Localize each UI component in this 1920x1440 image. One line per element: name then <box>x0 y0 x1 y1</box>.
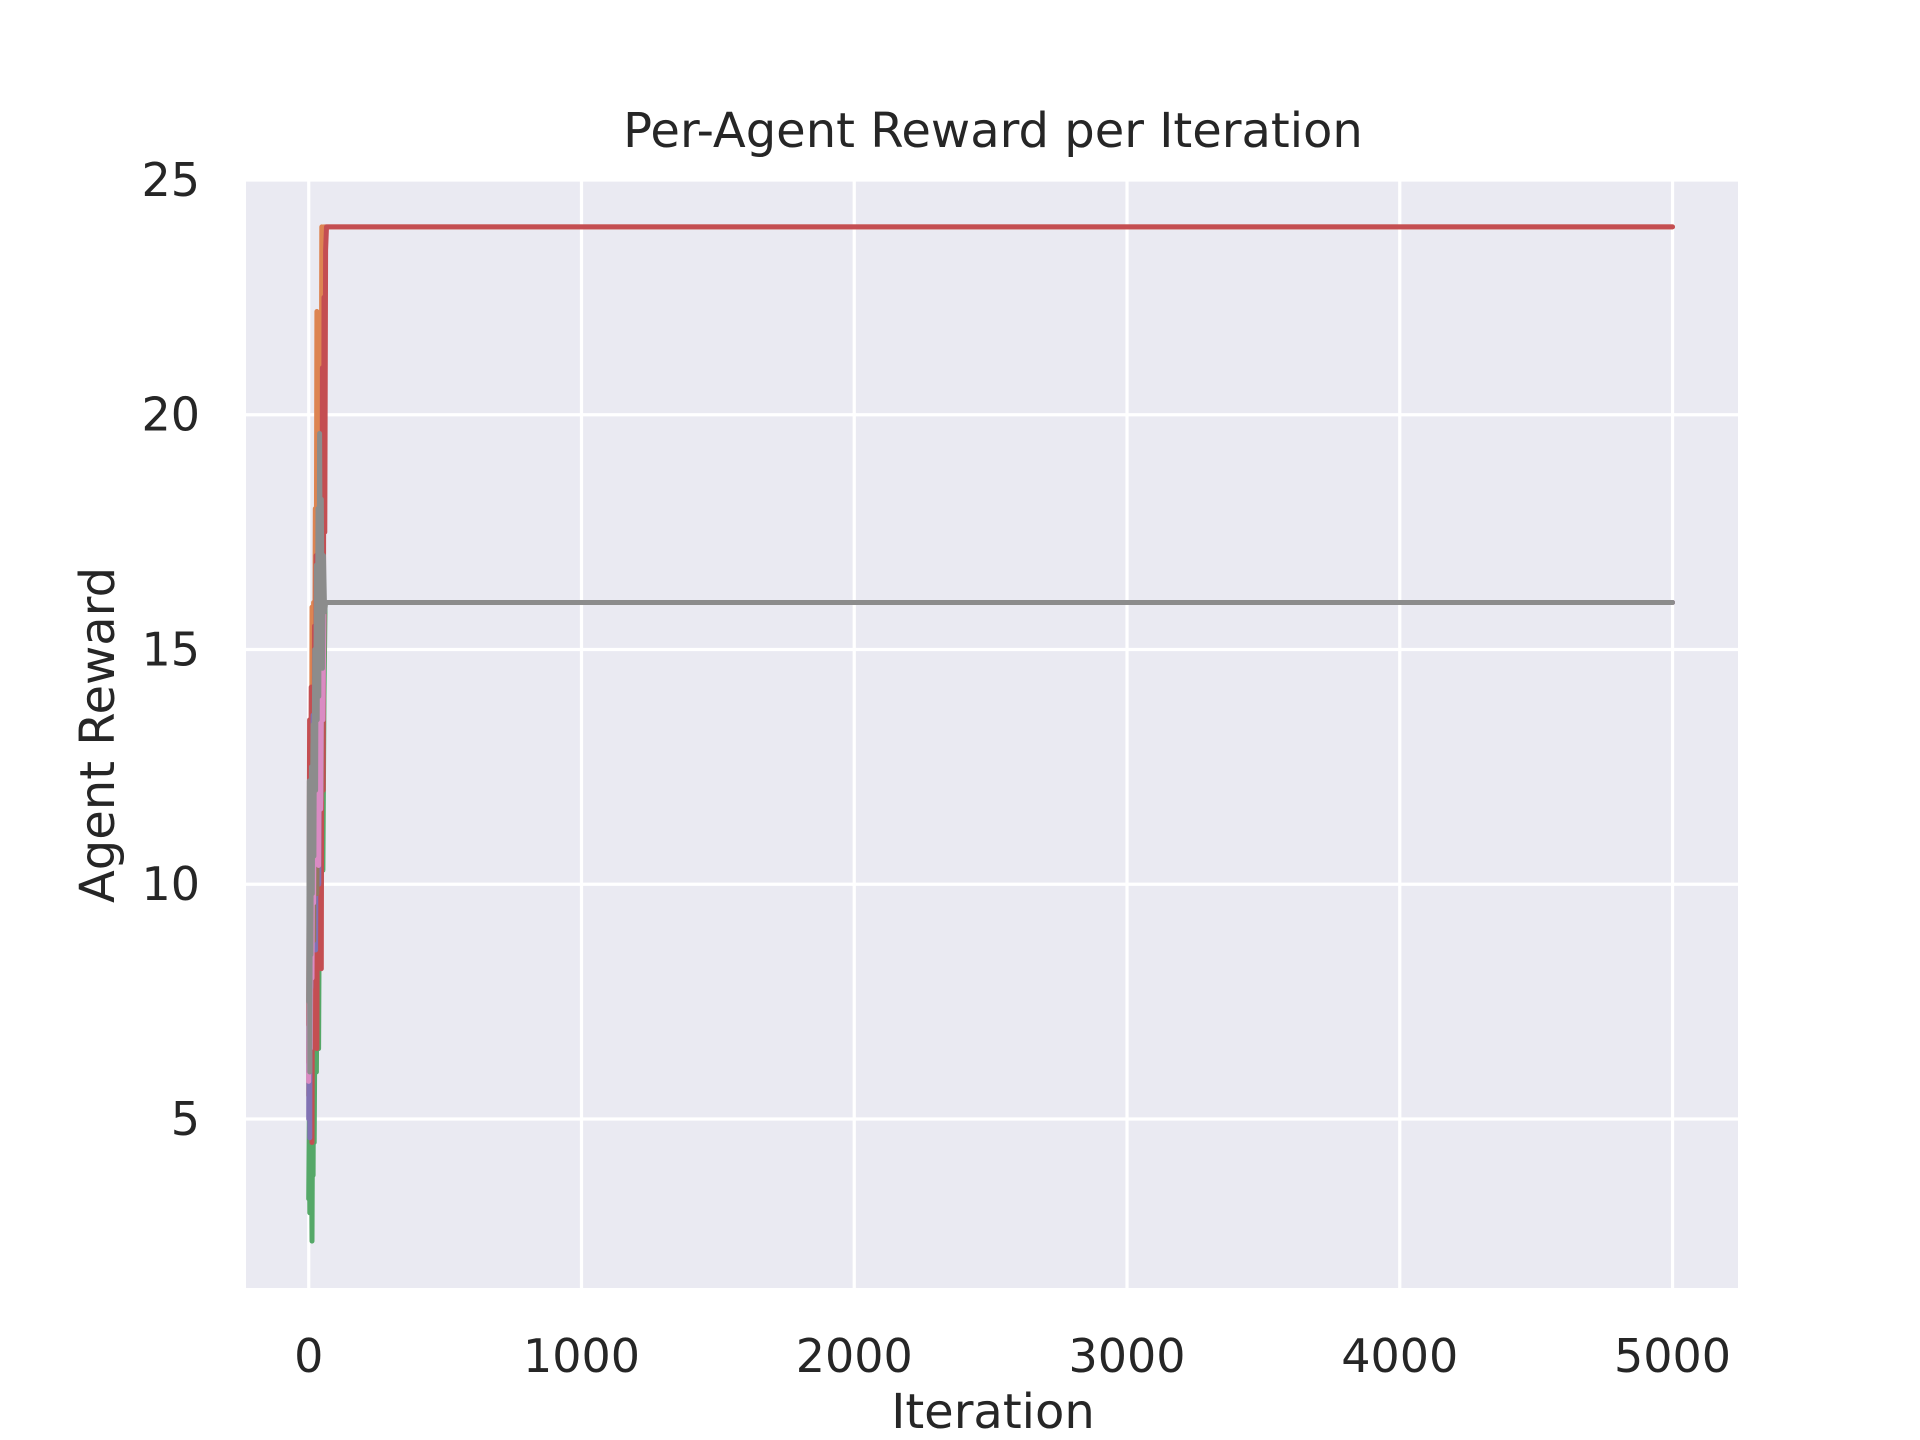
x-tick-label: 4000 <box>1341 1329 1458 1383</box>
x-tick-label: 5000 <box>1614 1329 1731 1383</box>
x-axis-label: Iteration <box>891 1384 1095 1440</box>
y-axis-label: Agent Reward <box>70 567 126 903</box>
chart-title: Per-Agent Reward per Iteration <box>623 103 1363 159</box>
y-axis-ticks: 5 10 15 20 25 <box>141 153 200 1146</box>
x-tick-label: 3000 <box>1068 1329 1185 1383</box>
y-tick-label: 15 <box>141 622 200 676</box>
grid-lines <box>246 178 1738 1288</box>
series-lines <box>306 224 1675 1244</box>
y-tick-label: 25 <box>141 153 200 207</box>
x-tick-label: 1000 <box>523 1329 640 1383</box>
y-tick-label: 10 <box>141 857 200 911</box>
x-tick-label: 2000 <box>796 1329 913 1383</box>
x-tick-label: 0 <box>294 1329 323 1383</box>
plot-area <box>246 180 1738 1288</box>
y-tick-label: 20 <box>141 388 200 442</box>
series-line-8 <box>306 431 1675 1075</box>
y-tick-label: 5 <box>171 1092 200 1146</box>
x-axis-ticks: 0 1000 2000 3000 4000 5000 <box>294 1329 1731 1383</box>
